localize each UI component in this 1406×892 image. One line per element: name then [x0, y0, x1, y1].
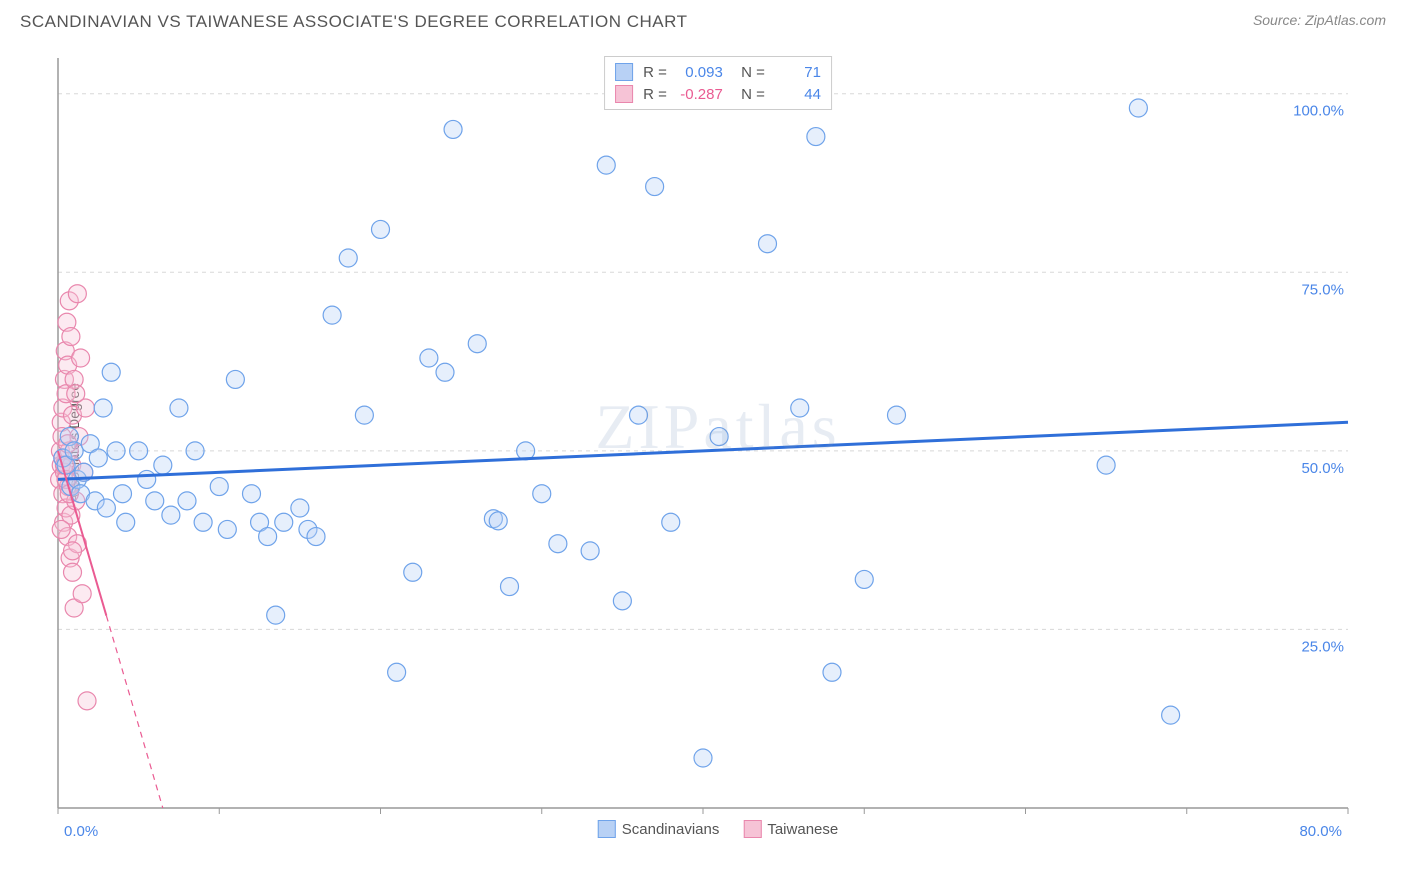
n-label: N =: [733, 86, 765, 103]
swatch-taiwanese: [615, 85, 633, 103]
svg-text:25.0%: 25.0%: [1301, 638, 1344, 655]
legend-item-scandinavian: Scandinavians: [598, 820, 720, 838]
r-value-taiwanese: -0.287: [673, 86, 723, 103]
svg-text:80.0%: 80.0%: [1299, 823, 1342, 840]
n-value-scandinavian: 71: [771, 64, 821, 81]
svg-text:50.0%: 50.0%: [1301, 460, 1344, 477]
stats-legend: R = 0.093 N = 71 R = -0.287 N = 44: [604, 56, 832, 110]
stats-row-taiwanese: R = -0.287 N = 44: [615, 83, 821, 105]
scatter-plot-svg: 25.0% 50.0% 75.0% 100.0% 0.0% 80.0%: [48, 48, 1388, 868]
swatch-scandinavian-b: [598, 820, 616, 838]
series-legend: Scandinavians Taiwanese: [598, 820, 838, 838]
r-value-scandinavian: 0.093: [673, 64, 723, 81]
swatch-taiwanese-b: [743, 820, 761, 838]
legend-label-scandinavian: Scandinavians: [622, 821, 720, 838]
legend-label-taiwanese: Taiwanese: [767, 821, 838, 838]
svg-text:0.0%: 0.0%: [64, 823, 98, 840]
n-value-taiwanese: 44: [771, 86, 821, 103]
source-label: Source: ZipAtlas.com: [1253, 12, 1386, 28]
svg-text:75.0%: 75.0%: [1301, 281, 1344, 298]
stats-row-scandinavian: R = 0.093 N = 71: [615, 61, 821, 83]
swatch-scandinavian: [615, 63, 633, 81]
svg-text:100.0%: 100.0%: [1293, 103, 1344, 120]
n-label: N =: [733, 64, 765, 81]
legend-item-taiwanese: Taiwanese: [743, 820, 838, 838]
plot-area: Associate's Degree 25.0%50.0%75.0%100.0%…: [48, 48, 1388, 838]
r-label: R =: [643, 64, 667, 81]
chart-title: SCANDINAVIAN VS TAIWANESE ASSOCIATE'S DE…: [20, 12, 687, 31]
r-label: R =: [643, 86, 667, 103]
